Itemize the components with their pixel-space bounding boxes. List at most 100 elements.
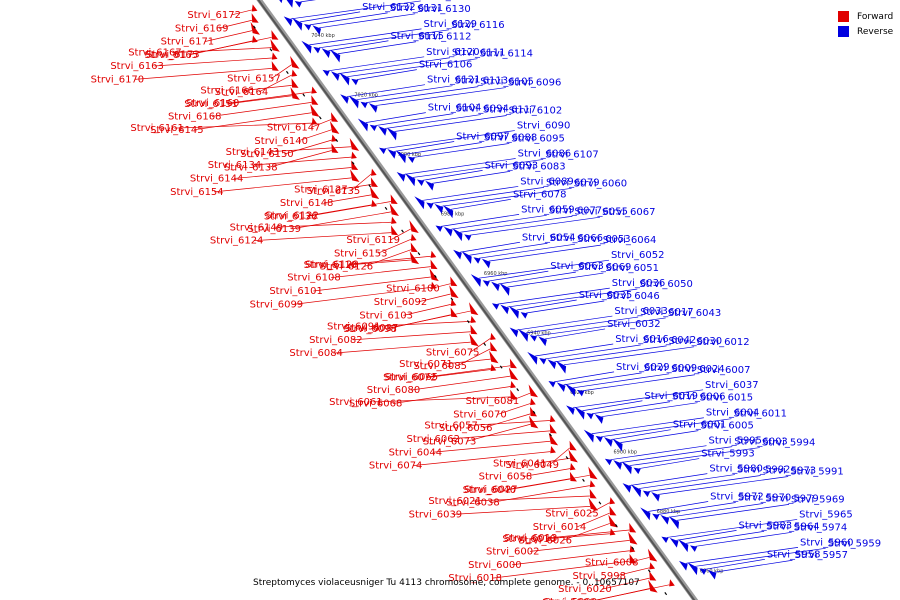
- forward-leader-line: [497, 403, 531, 415]
- reverse-gene: [443, 205, 454, 219]
- forward-gene: [530, 397, 536, 406]
- reverse-gene-label: Strvi_6096: [508, 78, 562, 89]
- reverse-gene: [292, 17, 303, 31]
- reverse-gene-label: Strvi_6016: [615, 334, 669, 345]
- forward-gene-label: Strvi_6025: [545, 509, 599, 520]
- reverse-gene-label: Strvi_6006: [672, 392, 726, 403]
- forward-gene: [548, 432, 559, 446]
- forward-leader-line: [390, 228, 411, 241]
- forward-gene-label: Strvi_6056: [439, 423, 493, 434]
- reverse-gene: [678, 539, 689, 553]
- forward-gene-label: Strvi_6082: [309, 335, 363, 346]
- reverse-leader-line: [441, 187, 572, 207]
- forward-gene-label: Strvi_6168: [168, 111, 222, 122]
- forward-gene: [569, 471, 577, 482]
- forward-leader-line: [307, 204, 372, 217]
- forward-gene: [469, 333, 479, 347]
- reverse-gene-label: Strvi_6104: [428, 103, 482, 114]
- forward-gene: [410, 242, 418, 253]
- forward-gene-label: Strvi_6057: [424, 421, 478, 432]
- legend-reverse: Reverse: [838, 24, 893, 39]
- reverse-gene: [529, 335, 538, 342]
- reverse-leader-line: [667, 503, 764, 518]
- reverse-leader-line: [432, 171, 511, 184]
- reverse-gene: [386, 127, 397, 141]
- forward-gene: [271, 30, 279, 40]
- legend: Forward Reverse: [838, 9, 893, 39]
- forward-gene-label: Strvi_6134: [208, 160, 262, 171]
- axis-tick-marker: [285, 70, 289, 75]
- legend-forward: Forward: [838, 9, 893, 24]
- reverse-leader-line: [422, 170, 483, 181]
- forward-leader-line: [482, 413, 531, 429]
- forward-gene-label: Strvi_6164: [215, 87, 269, 98]
- forward-leader-line: [331, 266, 431, 278]
- axis-tick-marker: [516, 388, 520, 392]
- forward-gene: [310, 103, 320, 117]
- forward-leader-line: [450, 430, 551, 440]
- reverse-gene: [369, 124, 377, 132]
- reverse-gene: [651, 491, 660, 502]
- forward-gene-label: Strvi_6150: [240, 149, 294, 160]
- forward-gene: [271, 52, 278, 60]
- forward-leader-line: [536, 457, 571, 464]
- reverse-gene-label: Strvi_6130: [417, 4, 471, 15]
- reverse-gene-label: Strvi_6112: [418, 32, 472, 43]
- reverse-gene-label: Strvi_6015: [700, 393, 754, 404]
- reverse-leader-line: [629, 473, 708, 486]
- forward-gene: [449, 285, 459, 299]
- reverse-gene-label: Strvi_5965: [799, 509, 853, 520]
- axis-tick-marker: [253, 25, 256, 29]
- forward-gene: [629, 553, 637, 564]
- reverse-leader-line: [544, 344, 641, 360]
- forward-gene: [470, 324, 478, 335]
- forward-gene-label: Strvi_6147: [267, 122, 321, 133]
- reverse-gene-label: Strvi_6029: [616, 362, 670, 373]
- reverse-gene: [577, 389, 585, 397]
- reverse-leader-line: [535, 317, 666, 337]
- forward-gene-label: Strvi_6018: [448, 573, 502, 584]
- forward-gene-label: Strvi_6103: [359, 310, 413, 321]
- reverse-gene-label: Strvi_6009: [644, 363, 698, 374]
- axis-tick-marker: [434, 274, 437, 278]
- scale-label: 7000 kbp: [398, 152, 422, 158]
- reverse-gene: [565, 383, 576, 397]
- reverse-gene-label: Strvi_6003: [734, 437, 788, 448]
- reverse-gene: [294, 0, 302, 8]
- scale-label: 6940 kbp: [527, 331, 551, 337]
- reverse-leader-line: [337, 57, 450, 75]
- reverse-gene-label: Strvi_6077: [549, 205, 603, 216]
- reverse-gene: [481, 258, 491, 269]
- reverse-gene: [279, 0, 283, 4]
- reverse-leader-line: [582, 374, 695, 392]
- forward-gene-label: Strvi_6173: [146, 49, 200, 60]
- forward-gene: [410, 233, 417, 241]
- reverse-gene: [586, 412, 594, 420]
- forward-leader-line: [267, 150, 332, 168]
- reverse-gene-label: Strvi_5972: [710, 492, 764, 503]
- forward-gene-label: Strvi_5998: [572, 571, 626, 582]
- reverse-gene: [396, 171, 406, 182]
- reverse-gene: [500, 304, 509, 315]
- scale-label: 7040 kbp: [311, 33, 335, 39]
- reverse-leader-line: [347, 58, 478, 78]
- reverse-leader-line: [394, 115, 507, 132]
- forward-gene: [331, 112, 339, 122]
- reverse-leader-line: [695, 531, 792, 547]
- axis-tick-marker: [335, 138, 339, 143]
- forward-gene-label: Strvi_6172: [187, 10, 241, 21]
- reverse-gene: [566, 405, 575, 416]
- forward-leader-line: [616, 567, 650, 577]
- forward-leader-line: [298, 129, 332, 142]
- reverse-gene-label: Strvi_5960: [800, 537, 854, 548]
- forward-leader-line: [427, 369, 491, 378]
- reverse-gene-label: Strvi_6024: [671, 364, 725, 375]
- reverse-leader-line: [516, 299, 577, 311]
- reverse-gene: [613, 460, 622, 470]
- reverse-gene-label: Strvi_6063: [550, 261, 604, 272]
- reverse-gene: [604, 458, 613, 466]
- reverse-gene-label: Strvi_6033: [614, 306, 668, 317]
- axis-tick-marker: [450, 297, 454, 301]
- reverse-gene: [687, 562, 698, 576]
- reverse-gene-label: Strvi_6035: [579, 290, 633, 301]
